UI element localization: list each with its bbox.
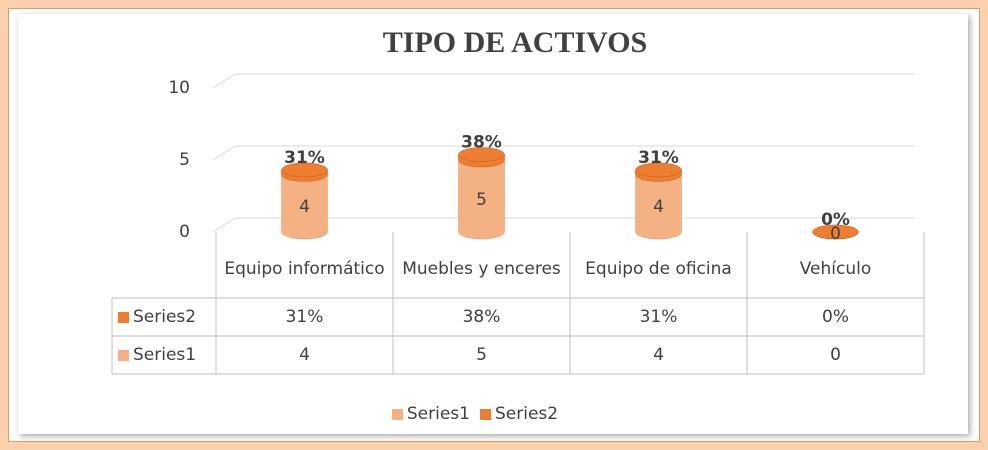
bar [635,174,682,240]
y-tick-label: 0 [179,222,190,242]
data-label: 5 [476,190,487,210]
table-cell: 0% [822,307,849,327]
data-label: 4 [299,197,310,217]
bar-cap [635,162,682,182]
data-label: 0 [830,224,841,244]
row-name: Series1 [133,345,197,365]
row-header: Series2 [112,298,216,336]
grid-line [212,217,915,233]
category-label: Equipo de oficina [585,259,732,279]
data-label: 0% [821,210,850,230]
row-header: Series1 [112,336,216,374]
table-cell: 38% [462,307,501,327]
legend-key [480,408,491,420]
bar-cap [281,162,328,182]
legend: Series1 Series2 [0,400,960,428]
y-tick-label: 10 [168,78,190,98]
legend-key [391,408,403,420]
row-name: Series2 [133,307,197,327]
table-cell: 5 [476,345,487,365]
data-label: 31% [638,148,679,168]
bar-cap [812,224,859,240]
data-label: 4 [653,197,664,217]
bar [458,159,505,240]
legend-label: Series1 [406,404,470,424]
category-label: Equipo informático [224,259,385,279]
table-cell: 4 [299,345,310,365]
category-label: Muebles y enceres [402,259,561,279]
legend-label: Series2 [495,404,559,424]
bar-cap [458,147,505,168]
legend-key [118,311,129,323]
table-cell: 4 [653,345,664,365]
table-cell: 31% [285,307,324,327]
chart-title: TIPO DE ACTIVOS [383,26,647,59]
grid-line [212,73,915,89]
legend-key [118,349,129,361]
data-label: 38% [461,133,502,153]
table-cell: 0 [830,345,841,365]
table-cell: 31% [639,307,678,327]
grid-line [212,145,915,161]
y-tick-label: 5 [179,150,190,170]
data-label: 31% [284,148,325,168]
category-label: Vehículo [799,259,872,279]
bar [281,174,328,240]
